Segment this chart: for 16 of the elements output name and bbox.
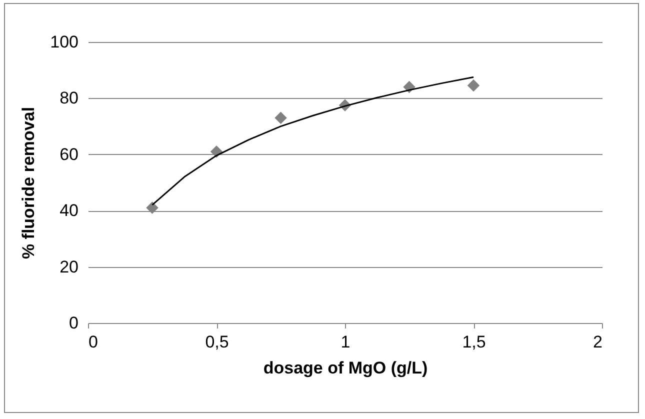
point xyxy=(274,112,287,124)
y-axis-title: % fluoride removal xyxy=(19,106,38,260)
y-tick-label: 100 xyxy=(50,32,78,52)
y-tick-label: 80 xyxy=(60,88,78,108)
x-tick-label: 1 xyxy=(340,332,350,352)
y-tick-label: 60 xyxy=(60,144,78,164)
x-tick-label: 1,5 xyxy=(462,332,486,352)
x-tick-label: 0 xyxy=(88,332,98,352)
y-tick-label: 40 xyxy=(60,201,78,220)
y-tick-label: 20 xyxy=(60,257,78,276)
x-axis-title: dosage of MgO (g/L) xyxy=(263,358,428,378)
x-tick-label: 0,5 xyxy=(205,332,229,352)
x-tick-label: 2 xyxy=(593,332,602,352)
point xyxy=(467,79,480,92)
y-tick-label: 0 xyxy=(69,314,78,332)
point xyxy=(146,202,158,214)
